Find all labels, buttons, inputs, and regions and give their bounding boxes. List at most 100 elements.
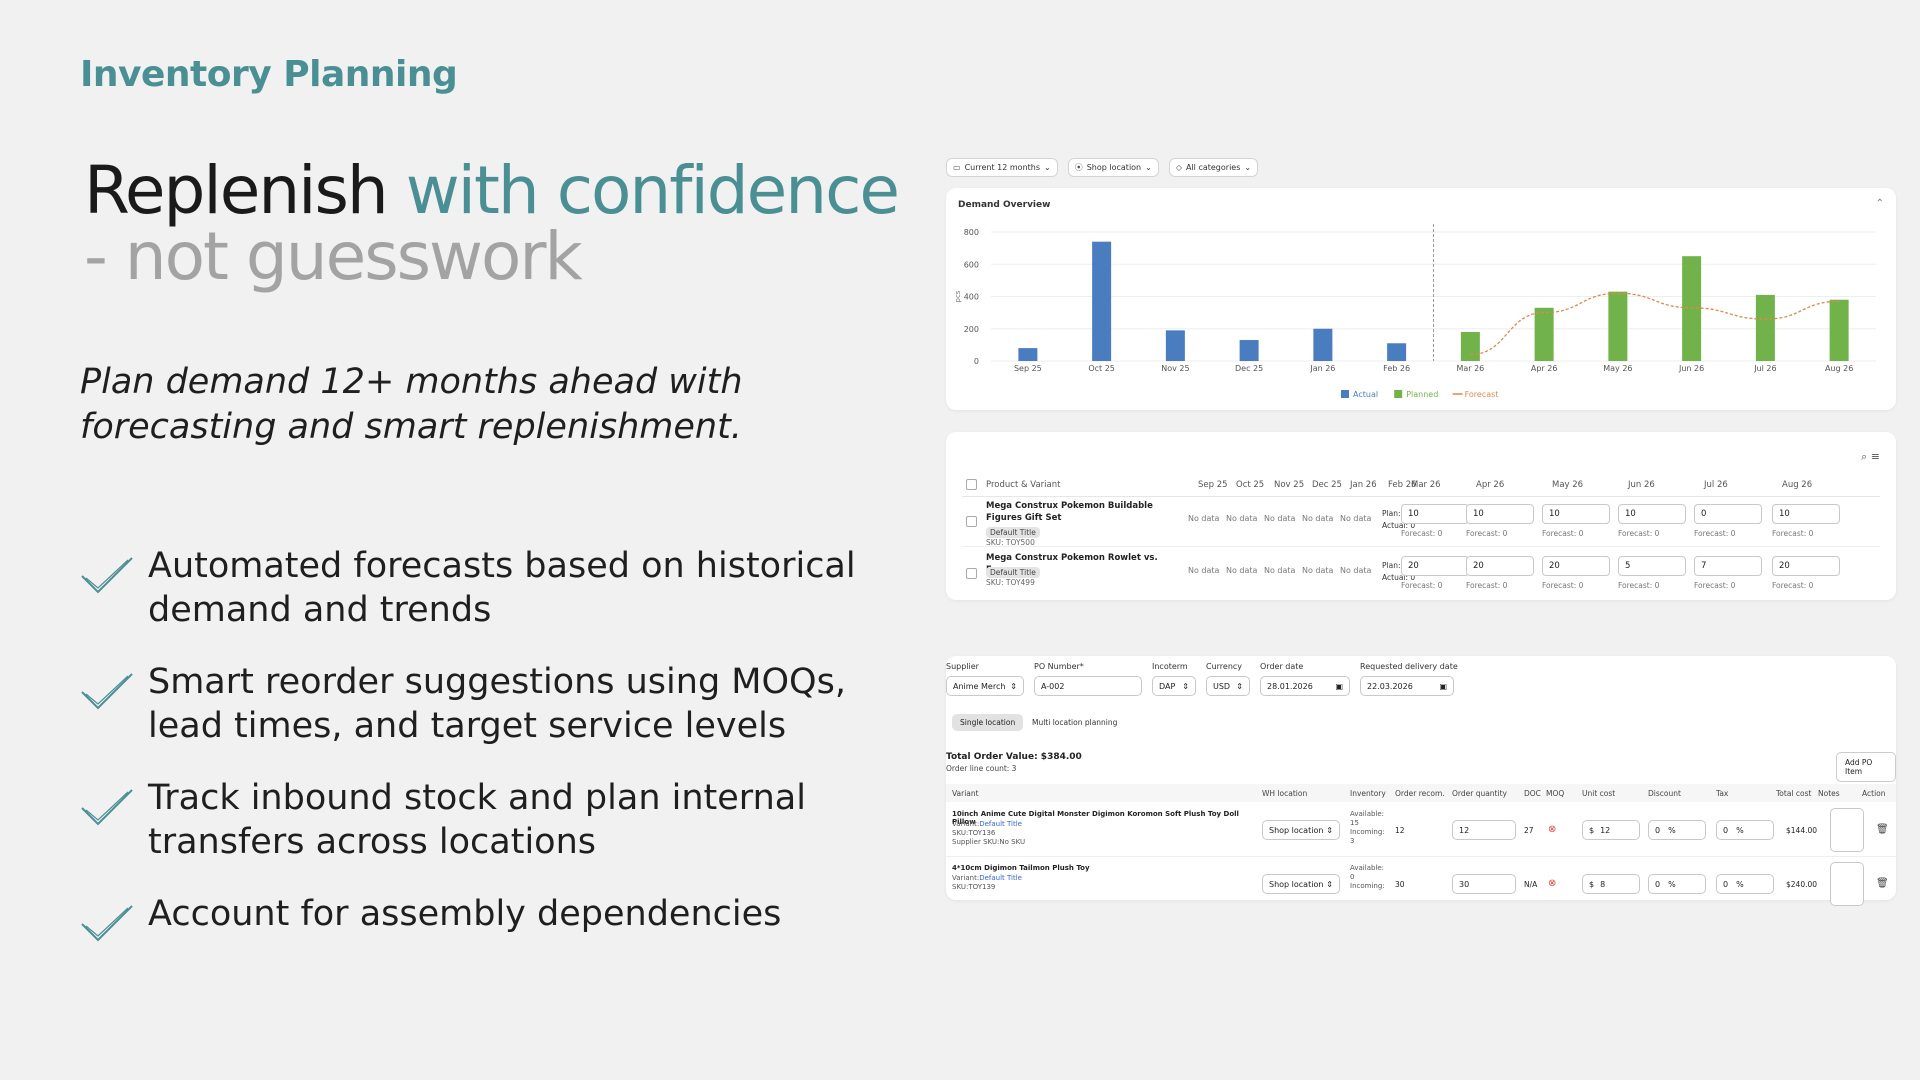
plan-input[interactable]: 20 — [1772, 556, 1840, 576]
discount-value: 0 — [1655, 879, 1661, 889]
single-location-tab[interactable]: Single location — [952, 714, 1024, 731]
wh-location-select[interactable]: Shop location ⇕ — [1262, 874, 1340, 894]
filter-icon[interactable]: ≡ — [1870, 450, 1880, 463]
legend-label: Forecast — [1465, 390, 1499, 399]
chevron-up-icon[interactable]: ⌃ — [1875, 198, 1884, 209]
filter-location[interactable]: ⦿ Shop location ⌄ — [1067, 158, 1159, 177]
plan-input[interactable]: 10 — [1466, 504, 1534, 524]
discount-input[interactable]: 0% — [1648, 820, 1706, 840]
column-header-month: Aug 26 — [1782, 480, 1813, 490]
headline: Replenish with confidence - not guesswor… — [84, 158, 900, 290]
plan-input[interactable]: 20 — [1542, 556, 1610, 576]
history-cell: No data — [1340, 566, 1372, 575]
unit-cost-input[interactable]: $8 — [1582, 874, 1640, 894]
plan-summary: Plan: - — [1382, 509, 1406, 518]
incoterm-select[interactable]: DAP ⇕ — [1152, 676, 1196, 696]
add-po-item-button[interactable]: Add PO Item — [1836, 752, 1896, 782]
select-arrows-icon: ⇕ — [1236, 681, 1243, 691]
order-quantity-input[interactable]: 30 — [1452, 874, 1516, 894]
trash-icon[interactable]: 🗑 — [1876, 878, 1889, 889]
bar-actual — [1092, 241, 1112, 361]
variant-badge: Default Title — [986, 527, 1040, 538]
supplier-select[interactable]: Anime Merch ⇕ — [946, 676, 1024, 696]
trash-icon[interactable]: 🗑 — [1876, 824, 1889, 835]
notes-textarea[interactable] — [1830, 808, 1864, 852]
bar-planned — [1534, 307, 1554, 361]
po-column-header: Notes — [1818, 789, 1840, 798]
plan-input[interactable]: 7 — [1694, 556, 1762, 576]
moq-error-icon: ⊗ — [1548, 824, 1557, 835]
row-checkbox[interactable] — [966, 516, 977, 527]
plan-input[interactable]: 5 — [1618, 556, 1686, 576]
supplier-value: Anime Merch — [953, 681, 1006, 691]
bar-planned — [1460, 331, 1480, 361]
inventory-incoming-label: Incoming: — [1350, 882, 1385, 890]
calendar-icon[interactable]: ▣ — [1335, 681, 1343, 691]
po-line-sku: SKU:TOY139 — [952, 883, 996, 891]
row-checkbox[interactable] — [966, 568, 977, 579]
calendar-icon[interactable]: ▣ — [1439, 681, 1447, 691]
x-tick-label: Oct 25 — [1088, 364, 1115, 373]
percent-sign: % — [1668, 879, 1676, 889]
forecast-label: Forecast: 0 — [1542, 529, 1584, 538]
forecast-label: Forecast: 0 — [1542, 581, 1584, 590]
tax-input[interactable]: 0% — [1716, 820, 1774, 840]
filter-category[interactable]: ◇ All categories ⌄ — [1168, 158, 1259, 177]
filter-period[interactable]: ▭ Current 12 months ⌄ — [946, 158, 1058, 177]
discount-input[interactable]: 0% — [1648, 874, 1706, 894]
checkmark-icon — [81, 789, 133, 826]
po-column-header: Order recom. — [1395, 789, 1445, 798]
currency-label: Currency — [1206, 662, 1243, 671]
forecast-label: Forecast: 0 — [1772, 581, 1814, 590]
po-column-header: Order quantity — [1452, 789, 1507, 798]
percent-sign: % — [1736, 879, 1744, 889]
search-icon[interactable]: ⌕ — [1861, 450, 1868, 463]
select-all-checkbox[interactable] — [966, 479, 977, 490]
x-tick-label: Feb 26 — [1383, 364, 1410, 373]
notes-textarea[interactable] — [1830, 862, 1864, 906]
y-tick-label: 0 — [974, 357, 979, 366]
x-tick-label: Jan 26 — [1309, 364, 1335, 373]
forecast-label: Forecast: 0 — [1401, 581, 1443, 590]
feature-item: Account for assembly dependencies — [80, 892, 870, 944]
unit-cost-input[interactable]: $12 — [1582, 820, 1640, 840]
variant-prefix: Variant: — [952, 820, 980, 828]
po-number-input[interactable]: A-002 — [1034, 676, 1142, 696]
currency-select[interactable]: USD ⇕ — [1206, 676, 1250, 696]
order-quantity-input[interactable]: 12 — [1452, 820, 1516, 840]
checkmark-icon — [81, 905, 133, 942]
checkmark-icon — [81, 673, 133, 710]
bar-planned — [1755, 294, 1775, 361]
tax-input[interactable]: 0% — [1716, 874, 1774, 894]
plan-input[interactable]: 10 — [1401, 504, 1469, 524]
plan-input[interactable]: 10 — [1618, 504, 1686, 524]
po-line-sku: SKU:TOY136 — [952, 829, 996, 837]
variant-link[interactable]: Default Title — [979, 874, 1022, 882]
delivery-date-input[interactable]: 22.03.2026 ▣ — [1360, 676, 1454, 696]
currency-symbol: $ — [1589, 879, 1595, 889]
variant-link[interactable]: Default Title — [979, 820, 1022, 828]
plan-input[interactable]: 0 — [1694, 504, 1762, 524]
forecast-label: Forecast: 0 — [1401, 529, 1443, 538]
bar-actual — [1313, 328, 1333, 361]
discount-value: 0 — [1655, 825, 1661, 835]
inventory-available-label: Available: — [1350, 864, 1385, 872]
select-arrows-icon: ⇕ — [1326, 879, 1333, 889]
plan-input[interactable]: 20 — [1466, 556, 1534, 576]
lede-text: Plan demand 12+ months ahead with foreca… — [80, 362, 743, 447]
order-line-count: Order line count: 3 — [946, 764, 1017, 773]
filter-category-label: All categories — [1185, 163, 1241, 172]
order-date-input[interactable]: 28.01.2026 ▣ — [1260, 676, 1350, 696]
inventory-available-label: Available: — [1350, 810, 1385, 818]
plan-input[interactable]: 10 — [1542, 504, 1610, 524]
plan-input[interactable]: 20 — [1401, 556, 1469, 576]
column-header-month: Apr 26 — [1476, 480, 1505, 490]
po-column-header: Total cost — [1776, 789, 1812, 798]
inventory-incoming-label: Incoming: — [1350, 828, 1385, 836]
wh-location-select[interactable]: Shop location ⇕ — [1262, 820, 1340, 840]
plan-input[interactable]: 10 — [1772, 504, 1840, 524]
bar-planned — [1829, 299, 1849, 361]
delivery-date-value: 22.03.2026 — [1367, 681, 1413, 691]
multi-location-tab[interactable]: Multi location planning — [1032, 718, 1118, 727]
select-arrows-icon: ⇕ — [1182, 681, 1189, 691]
